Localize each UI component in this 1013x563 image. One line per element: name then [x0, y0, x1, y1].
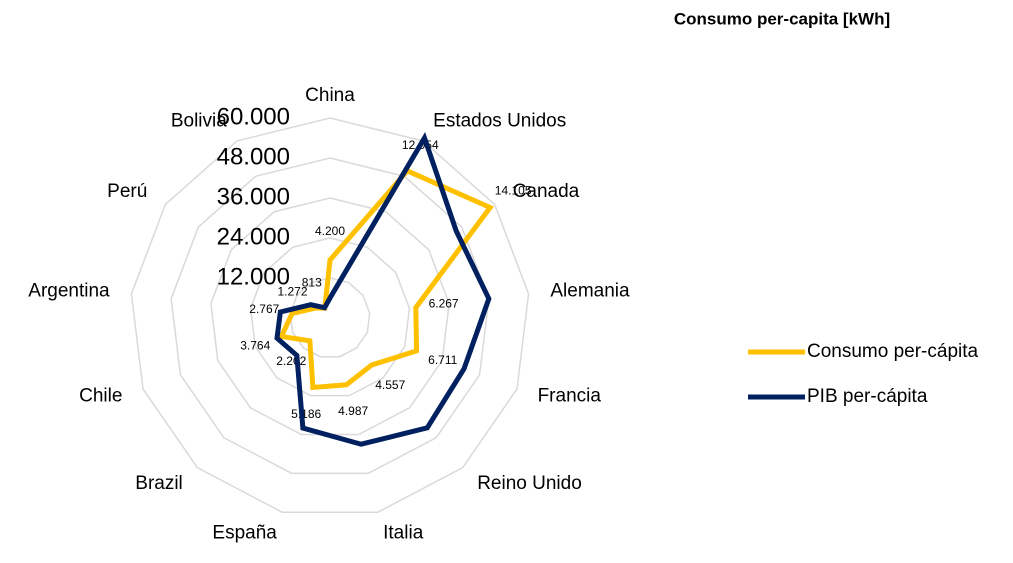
- legend-label: PIB per-cápita: [807, 386, 928, 407]
- data-label: 4.987: [338, 404, 368, 418]
- r-tick-label: 24.000: [217, 223, 290, 250]
- data-label: 2.767: [249, 302, 279, 316]
- data-label: 5.186: [291, 407, 321, 421]
- category-label: Perú: [107, 181, 147, 202]
- data-label: 2.202: [276, 354, 306, 368]
- data-label: 6.267: [429, 296, 459, 310]
- category-label: China: [305, 85, 355, 106]
- data-label: 6.711: [428, 353, 457, 367]
- r-tick-label: 60.000: [217, 103, 290, 130]
- category-label: Chile: [79, 386, 122, 407]
- data-label: 813: [302, 275, 322, 289]
- data-label: 3.764: [240, 339, 270, 353]
- category-label: Reino Unido: [477, 473, 582, 494]
- category-label: Bolivia: [171, 110, 227, 131]
- category-label: Argentina: [28, 280, 110, 301]
- data-label: 1.272: [278, 284, 308, 298]
- r-tick-label: 48.000: [217, 143, 290, 170]
- series-line: [274, 132, 492, 447]
- category-label: Alemania: [550, 280, 630, 301]
- data-label: 14.105: [495, 184, 532, 198]
- grid-ring: [249, 237, 411, 397]
- grid-ring: [289, 277, 371, 358]
- chart-title: Consumo per-capita [kWh]: [674, 9, 890, 28]
- r-tick-label: 12.000: [217, 263, 290, 290]
- category-label: Brazil: [135, 473, 183, 494]
- grid-ring: [130, 117, 530, 513]
- r-tick-label: 36.000: [217, 183, 290, 210]
- series-line: [277, 167, 494, 391]
- category-label: Italia: [383, 523, 424, 544]
- category-label: Estados Unidos: [433, 110, 566, 131]
- category-label: Canada: [513, 181, 580, 202]
- data-label: 4.200: [315, 224, 345, 238]
- data-label: 4.557: [375, 378, 405, 392]
- category-label: España: [212, 523, 277, 544]
- category-label: Francia: [538, 386, 602, 407]
- legend-label: Consumo per-cápita: [807, 341, 979, 362]
